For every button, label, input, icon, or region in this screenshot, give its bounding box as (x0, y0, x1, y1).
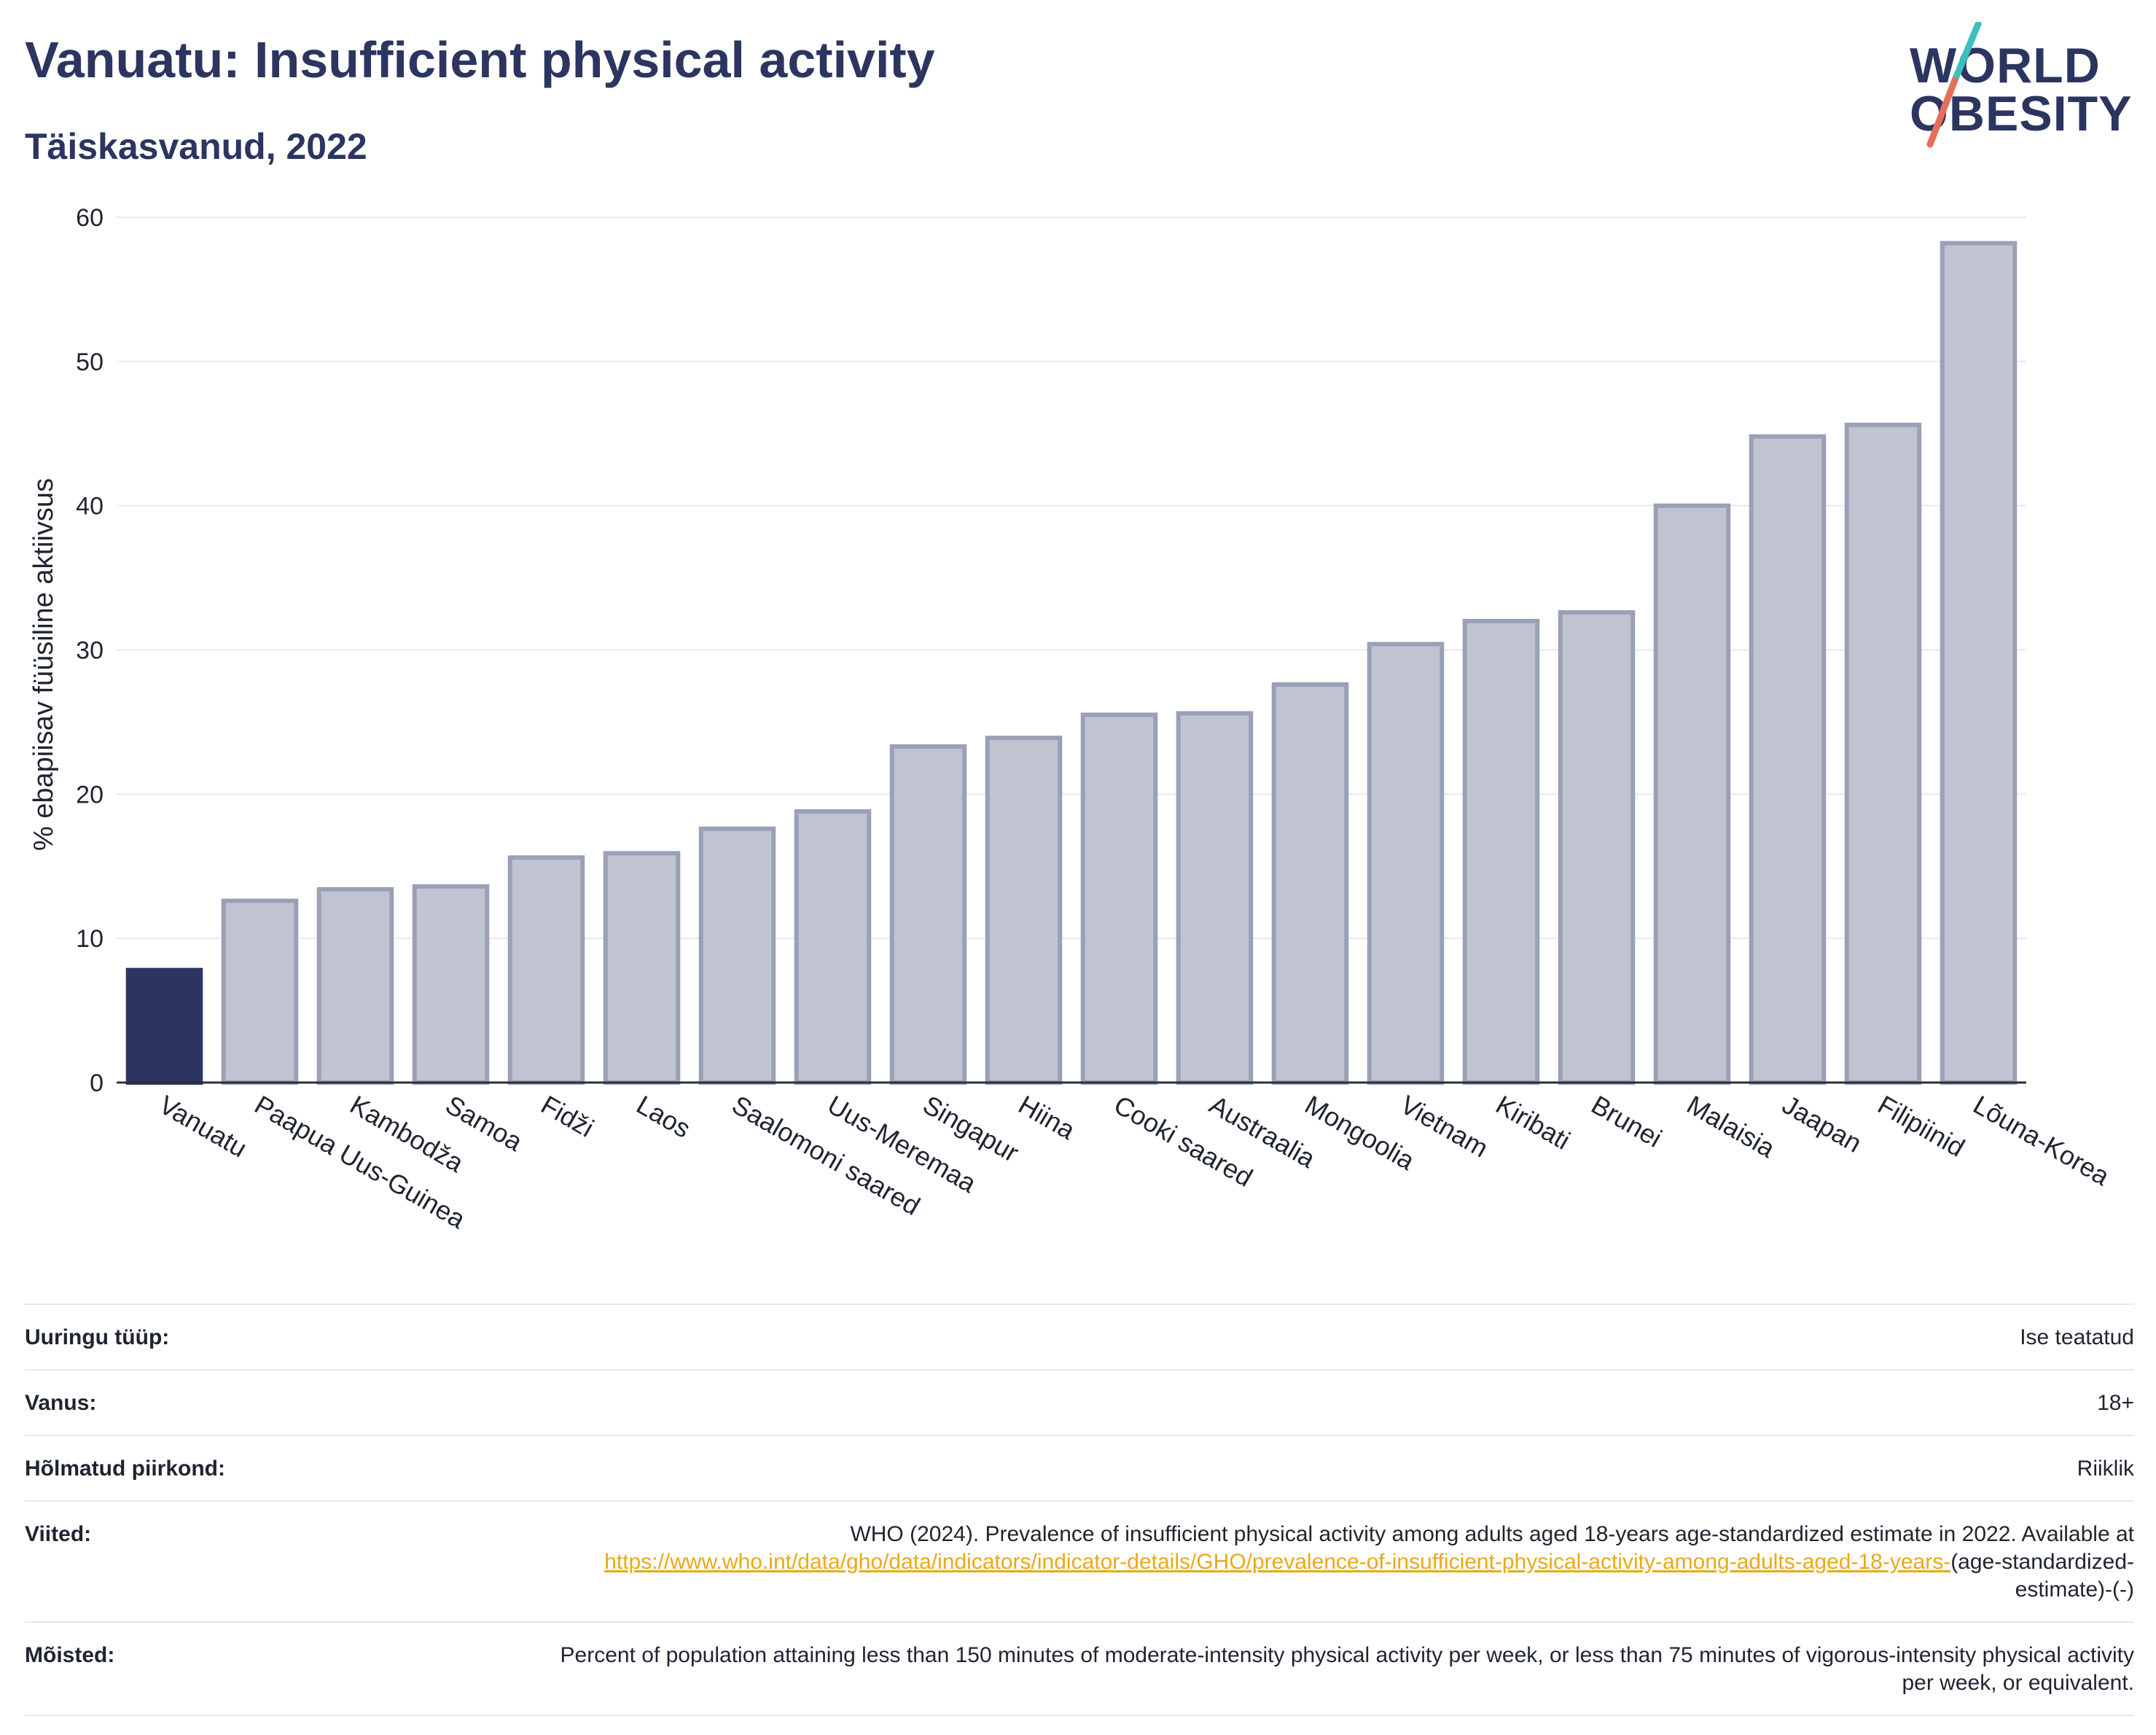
definitions-value: Percent of population attaining less tha… (560, 1643, 2134, 1695)
survey-type-label: Uuringu tüüp: (25, 1325, 170, 1349)
detail-row-region: Hõlmatud piirkond: Riiklik (25, 1436, 2134, 1502)
y-axis-ticks: 0 10 20 30 40 50 60 (76, 204, 103, 1097)
detail-row-survey-type: Uuringu tüüp: Ise teatatud (25, 1305, 2134, 1371)
age-value: 18+ (2097, 1391, 2134, 1415)
y-tick-label: 0 (90, 1069, 103, 1097)
x-tick-label: Laos (632, 1089, 696, 1144)
logo-text-world: WORLD (1910, 38, 2101, 93)
bar-cooki-saared (1080, 712, 1158, 1085)
bar-kiribati (1462, 618, 1540, 1085)
detail-row-definitions: Mõisted: Percent of population attaining… (25, 1623, 2134, 1716)
detail-row-references: Viited: WHO (2024). Prevalence of insuff… (25, 1502, 2134, 1623)
references-value: WHO (2024). Prevalence of insufficient p… (560, 1521, 2134, 1604)
bar-fid-i (507, 855, 585, 1085)
survey-type-value: Ise teatatud (2020, 1325, 2134, 1349)
bar-hiina (985, 736, 1063, 1085)
y-tick-label: 30 (76, 637, 103, 665)
y-tick-label: 60 (76, 204, 103, 232)
y-tick-label: 50 (76, 348, 103, 376)
references-text: WHO (2024). Prevalence of insufficient p… (850, 1522, 2134, 1546)
x-tick-label: Brunei (1587, 1089, 1668, 1153)
y-tick-label: 10 (76, 925, 103, 953)
x-tick-label: Malaisia (1682, 1089, 1781, 1163)
bar-malaisia (1653, 503, 1731, 1085)
bar-laos (603, 851, 681, 1085)
x-tick-label: Lõuna-Korea (1969, 1089, 2116, 1191)
bar-austraalia (1176, 711, 1254, 1085)
bar-mongoolia (1271, 682, 1349, 1085)
x-tick-label: Jaapan (1778, 1089, 1867, 1158)
x-tick-label: Hiina (1014, 1089, 1081, 1145)
page-title: Vanuatu: Insufficient physical activity (25, 31, 935, 88)
y-axis-label: % ebapiisav füüsiline aktiivsus (28, 478, 59, 851)
y-tick-label: 40 (76, 493, 103, 520)
region-label: Hõlmatud piirkond: (25, 1457, 225, 1481)
x-tick-label: Fidži (536, 1089, 599, 1143)
age-label: Vanus: (25, 1391, 97, 1415)
world-obesity-logo: WORLD OBESITY (1902, 22, 2136, 153)
bar-filipiinid (1844, 422, 1922, 1085)
region-value: Riiklik (2077, 1457, 2134, 1481)
chart-bars (125, 241, 2018, 1085)
bar-singapur (889, 744, 967, 1085)
chart-gridlines (117, 217, 2026, 940)
references-link[interactable]: https://www.who.int/data/gho/data/indica… (604, 1550, 1951, 1574)
logo-slash-icon (1926, 22, 1982, 148)
bar-samoa (412, 884, 490, 1085)
references-suffix: (age-standardized-estimate)-(-) (1950, 1550, 2134, 1602)
details-table: Uuringu tüüp: Ise teatatud Vanus: 18+ Hõ… (25, 1303, 2134, 1716)
references-label: Viited: (25, 1522, 92, 1546)
bar-paapua-uus-guinea (221, 898, 299, 1085)
bar-kambod-a (316, 886, 394, 1085)
page-subtitle: Täiskasvanud, 2022 (25, 126, 367, 167)
x-tick-label: Filipiinid (1873, 1089, 1970, 1163)
bar-vietnam (1367, 642, 1445, 1085)
detail-row-age: Vanus: 18+ (25, 1371, 2134, 1436)
x-tick-label: Kiribati (1491, 1089, 1576, 1155)
bar-uus-meremaa (794, 809, 872, 1085)
bar-jaapan (1749, 434, 1827, 1085)
bar-brunei (1558, 610, 1636, 1085)
bar-vanuatu (125, 967, 203, 1085)
y-tick-label: 20 (76, 781, 103, 808)
bar-saalomoni-saared (698, 826, 776, 1085)
definitions-label: Mõisted: (25, 1643, 115, 1667)
bar-l-una-korea (1940, 241, 2018, 1085)
x-tick-label: Vanuatu (155, 1089, 252, 1163)
